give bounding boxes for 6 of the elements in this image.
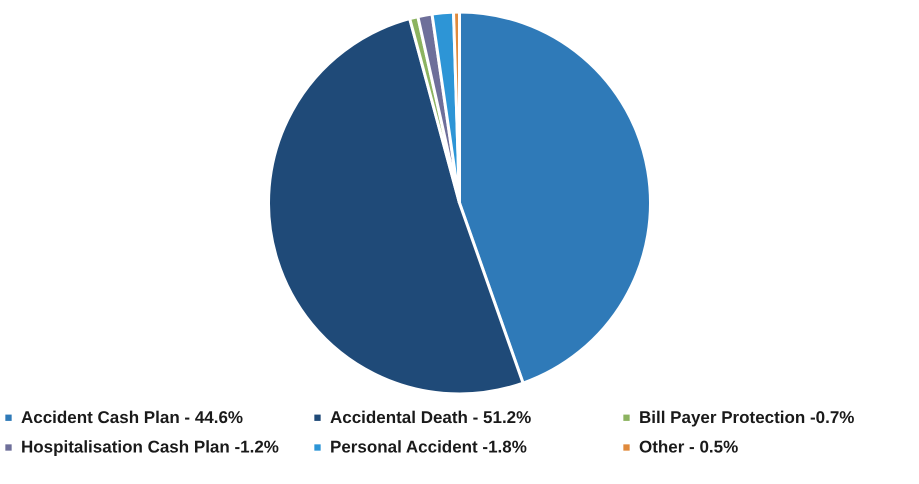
legend-label: Accident Cash Plan - 44.6% bbox=[21, 408, 244, 427]
legend-label: Other - 0.5% bbox=[639, 438, 738, 456]
legend-label: Accidental Death - 51.2% bbox=[330, 408, 532, 427]
legend-label: Personal Accident -1.8% bbox=[330, 438, 527, 456]
legend-label: Hospitalisation Cash Plan -1.2% bbox=[21, 438, 279, 456]
legend-label: Bill Payer Protection -0.7% bbox=[639, 408, 854, 427]
